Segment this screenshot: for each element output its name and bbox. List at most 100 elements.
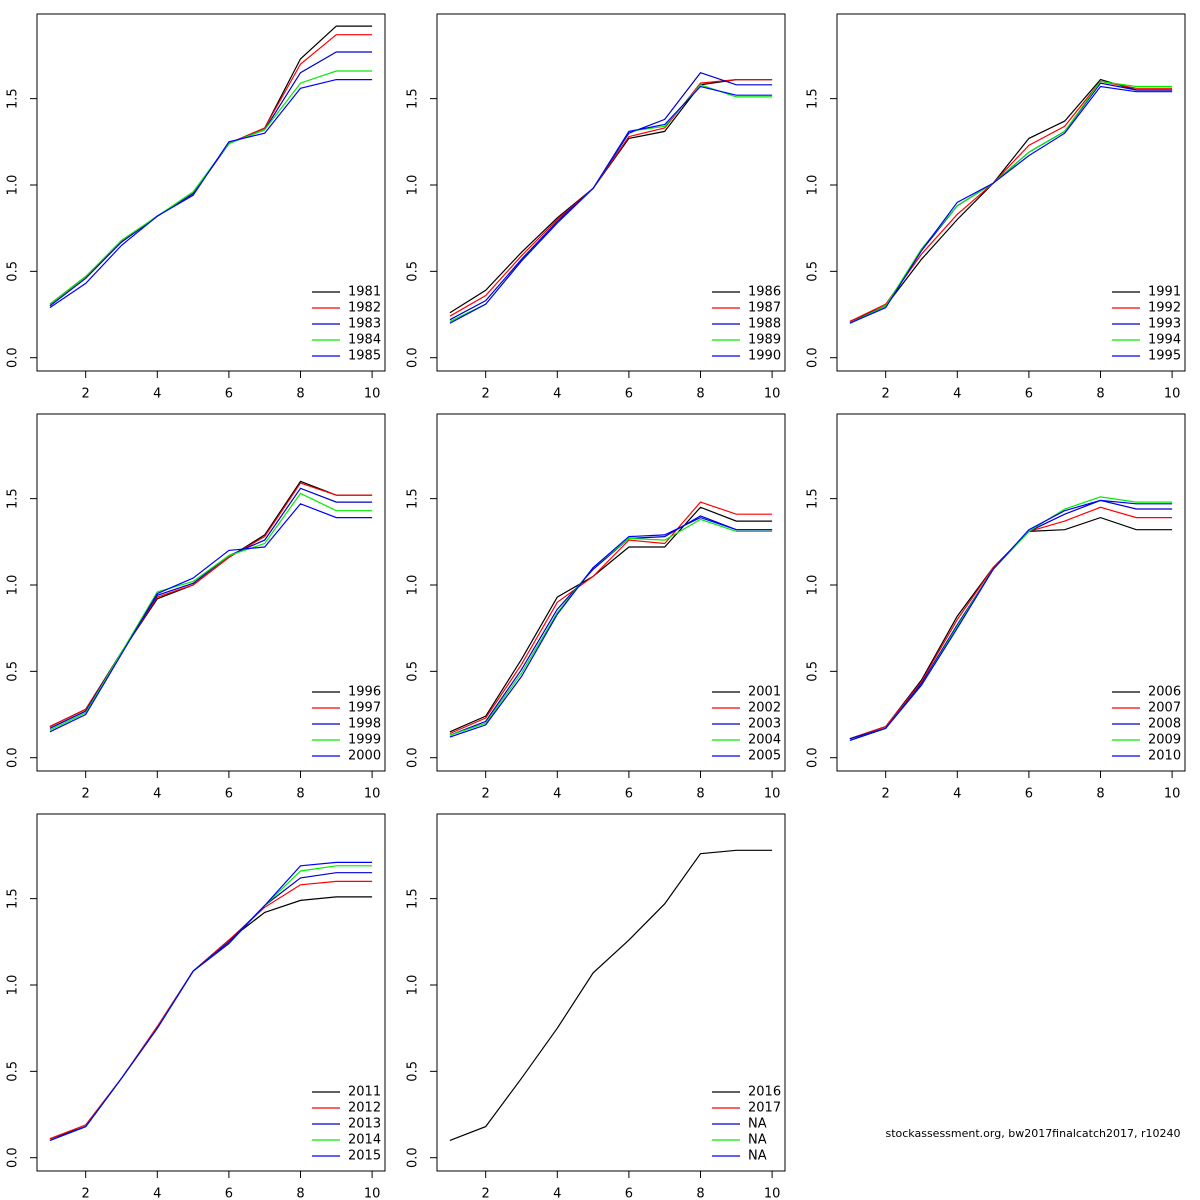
legend-label: 1983 <box>348 317 381 332</box>
legend-label: 2009 <box>1148 733 1181 748</box>
plot-box <box>436 13 786 372</box>
legend-label: 2011 <box>348 1085 381 1100</box>
series-line <box>449 518 773 736</box>
legend-label: 2008 <box>1148 717 1181 732</box>
series-line <box>449 515 773 736</box>
y-tick-label: 0.5 <box>6 661 21 682</box>
series-line <box>849 499 1173 741</box>
x-tick-label: 10 <box>364 387 381 402</box>
y-tick-label: 0.0 <box>806 347 821 368</box>
legend-label: 2006 <box>1148 685 1181 700</box>
series-line <box>449 71 773 321</box>
x-tick-label: 6 <box>225 1187 233 1200</box>
y-tick-label: 1.5 <box>6 88 21 109</box>
y-tick-label: 1.0 <box>406 975 421 996</box>
x-tick-label: 8 <box>696 387 704 402</box>
y-tick-label: 0.5 <box>406 261 421 282</box>
x-tick-label: 6 <box>625 387 633 402</box>
legend-label: 2005 <box>748 749 781 764</box>
series-line <box>449 79 773 317</box>
y-tick-label: 1.0 <box>406 575 421 596</box>
y-tick-label: 0.0 <box>406 347 421 368</box>
x-tick-label: 4 <box>953 387 961 402</box>
series-line <box>49 880 373 1140</box>
series-line <box>49 896 373 1140</box>
series-line <box>449 516 773 738</box>
x-tick-label: 4 <box>553 387 561 402</box>
series-line <box>49 70 373 305</box>
series-line <box>49 51 373 307</box>
legend-label: 2012 <box>348 1101 381 1116</box>
x-tick-label: 10 <box>1164 387 1181 402</box>
legend-label: 1985 <box>348 349 381 364</box>
x-tick-label: 2 <box>482 387 490 402</box>
x-tick-label: 8 <box>696 787 704 802</box>
legend-label: 1999 <box>348 733 381 748</box>
x-tick-label: 8 <box>696 1187 704 1200</box>
legend-label: 2007 <box>1148 701 1181 716</box>
legend-label: 1986 <box>748 285 781 300</box>
y-tick-label: 0.0 <box>406 747 421 768</box>
x-tick-label: 6 <box>1025 787 1033 802</box>
x-tick-label: 8 <box>296 387 304 402</box>
y-tick-label: 1.5 <box>6 888 21 909</box>
legend-label: 1994 <box>1148 333 1181 348</box>
y-tick-label: 0.5 <box>6 1061 21 1082</box>
legend-label: 2017 <box>748 1101 781 1116</box>
series-line <box>49 503 373 733</box>
y-tick-label: 0.0 <box>806 747 821 768</box>
y-tick-label: 1.0 <box>806 575 821 596</box>
y-tick-label: 1.5 <box>6 488 21 509</box>
x-tick-label: 2 <box>482 787 490 802</box>
legend-label: 1998 <box>348 717 381 732</box>
plot-box <box>436 813 786 1172</box>
y-tick-label: 0.5 <box>406 661 421 682</box>
legend-label: 1981 <box>348 285 381 300</box>
y-tick-label: 0.5 <box>806 261 821 282</box>
y-tick-label: 1.0 <box>6 575 21 596</box>
x-tick-label: 8 <box>296 1187 304 1200</box>
y-tick-label: 0.5 <box>6 261 21 282</box>
x-tick-label: 4 <box>153 787 161 802</box>
legend-label: 2004 <box>748 733 781 748</box>
plot-box <box>836 413 1186 772</box>
y-tick-label: 1.0 <box>406 175 421 196</box>
x-tick-label: 4 <box>553 1187 561 1200</box>
series-line <box>449 849 773 1141</box>
x-tick-label: 10 <box>364 787 381 802</box>
y-tick-label: 1.0 <box>806 175 821 196</box>
legend-label: 1993 <box>1148 317 1181 332</box>
series-line <box>449 79 773 314</box>
legend-label: 2002 <box>748 701 781 716</box>
legend-label: 2010 <box>1148 749 1181 764</box>
legend-label: 2001 <box>748 685 781 700</box>
plot-box <box>36 13 386 372</box>
footer: stockassessment.org, bw2017finalcatch201… <box>885 1127 1180 1140</box>
legend-label: 2015 <box>348 1149 381 1164</box>
y-tick-label: 1.5 <box>406 88 421 109</box>
x-tick-label: 4 <box>153 387 161 402</box>
legend-label: 1987 <box>748 301 781 316</box>
series-line <box>849 80 1173 324</box>
x-tick-label: 10 <box>364 1187 381 1200</box>
series-line <box>449 506 773 733</box>
y-tick-label: 0.0 <box>406 1147 421 1168</box>
x-tick-label: 2 <box>82 787 90 802</box>
legend-label: 1982 <box>348 301 381 316</box>
x-tick-label: 6 <box>225 387 233 402</box>
x-tick-label: 6 <box>625 787 633 802</box>
series-line <box>49 79 373 309</box>
y-tick-label: 1.5 <box>806 88 821 109</box>
x-tick-label: 2 <box>482 1187 490 1200</box>
legend-label: NA <box>748 1133 767 1148</box>
x-tick-label: 8 <box>1096 787 1104 802</box>
x-tick-label: 4 <box>553 787 561 802</box>
x-tick-label: 2 <box>882 787 890 802</box>
y-tick-label: 0.0 <box>6 347 21 368</box>
series-line <box>849 496 1173 741</box>
x-tick-label: 10 <box>764 387 781 402</box>
plot-box <box>436 413 786 772</box>
legend-label: 2013 <box>348 1117 381 1132</box>
plot-box <box>36 413 386 772</box>
